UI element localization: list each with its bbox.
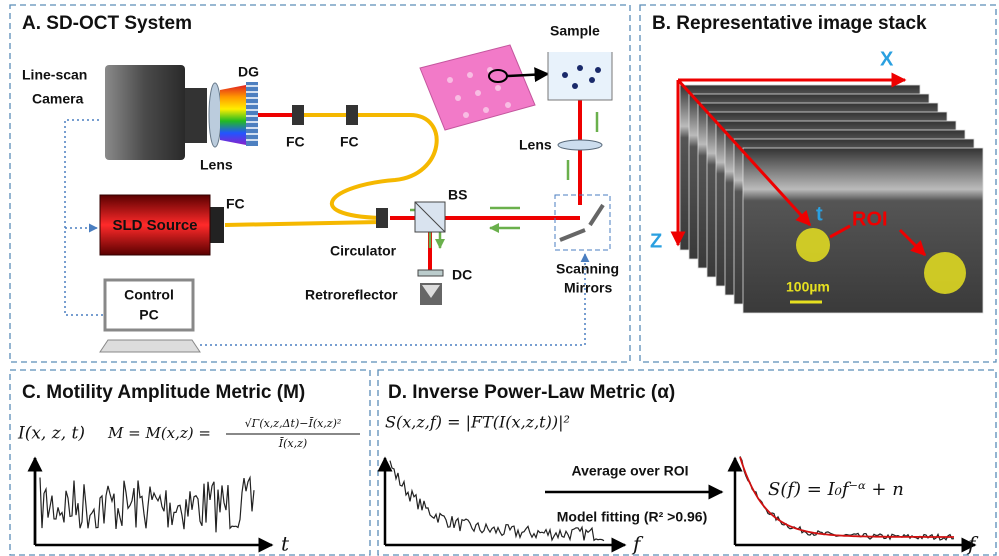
label: Scanning xyxy=(556,261,619,277)
label: Lens xyxy=(200,157,233,173)
label: Retroreflector xyxy=(305,287,398,303)
label: Camera xyxy=(32,91,84,107)
formula: S(f) = I₀f⁻ᵅ + n xyxy=(768,479,904,500)
label: FC xyxy=(286,134,305,150)
label: FC xyxy=(340,134,359,150)
panel-title: D. Inverse Power-Law Metric (α) xyxy=(388,382,675,403)
axis-label: X xyxy=(880,48,894,70)
formula: S(x,z,f) = |FT(I(x,z,t))|² xyxy=(385,413,570,432)
formula: M = M(x,z) = xyxy=(107,424,211,442)
label: Circulator xyxy=(330,243,397,259)
label: Lens xyxy=(519,137,552,153)
formula: I(x, z, t) xyxy=(17,424,85,444)
label: Sample xyxy=(550,23,600,39)
trace xyxy=(40,478,254,533)
label: SLD Source xyxy=(112,217,197,234)
panel-title: A. SD-OCT System xyxy=(22,13,192,34)
step-label: Average over ROI xyxy=(572,463,689,479)
axis-label: t xyxy=(816,203,823,225)
roi-label: ROI xyxy=(852,208,888,230)
label: Line-scan xyxy=(22,67,87,83)
figure: A. SD-OCT System Line-scan Camera Lens D… xyxy=(0,0,999,556)
label: DC xyxy=(452,267,472,283)
label: BS xyxy=(448,187,467,203)
panel-title: C. Motility Amplitude Metric (M) xyxy=(22,382,305,403)
label: Mirrors xyxy=(564,280,612,296)
axis-label: f xyxy=(631,532,644,556)
axis-label: Z xyxy=(650,230,662,252)
label: Control xyxy=(124,287,174,303)
scale-label: 100µm xyxy=(786,279,830,295)
label: DG xyxy=(238,64,259,80)
panel-title: B. Representative image stack xyxy=(652,13,927,34)
label: FC xyxy=(226,196,245,212)
panel-box xyxy=(10,5,630,362)
formula: Ī(x,z) xyxy=(278,437,307,450)
step-label: Model fitting (R² >0.96) xyxy=(557,509,708,525)
plot-axes xyxy=(35,458,272,545)
axis-label: f xyxy=(966,532,979,556)
label: PC xyxy=(139,307,158,323)
axis-label: t xyxy=(281,532,290,556)
formula: √Γ(x,z,Δt)−Ī(x,z)² xyxy=(245,417,342,430)
